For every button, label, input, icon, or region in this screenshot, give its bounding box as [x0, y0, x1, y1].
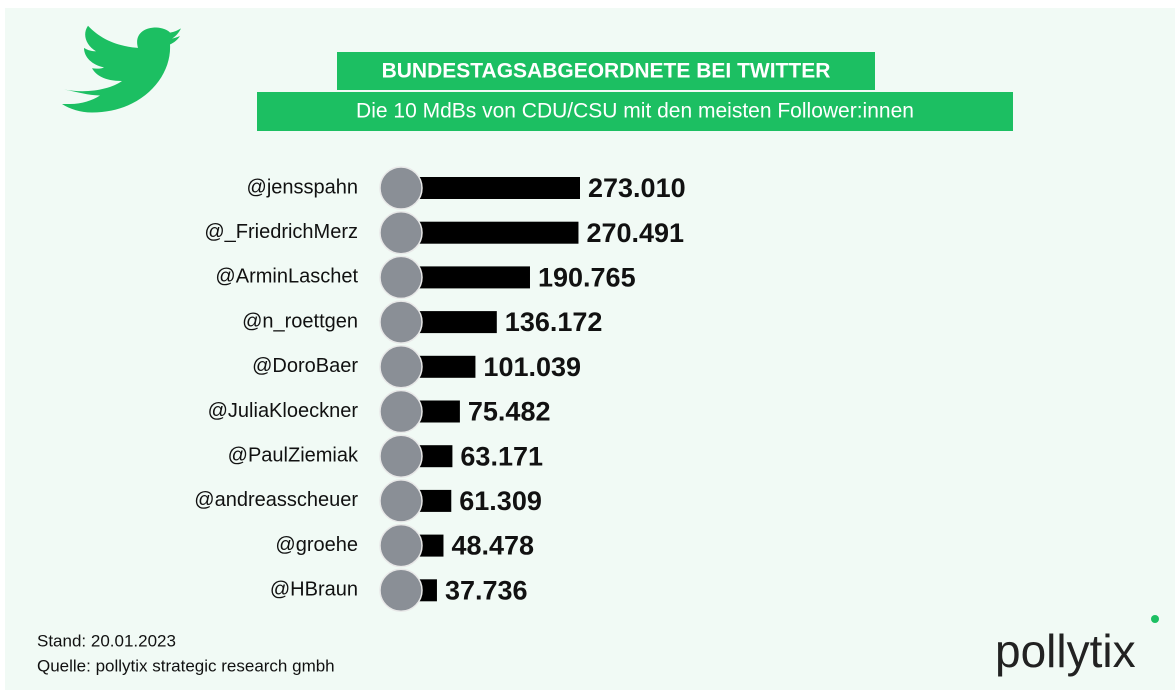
- subtitle-box: [257, 92, 1013, 131]
- bar: [414, 445, 453, 468]
- category-label: @DoroBaer: [252, 355, 358, 377]
- avatar: [379, 255, 423, 300]
- value-label: 136.172: [505, 307, 603, 337]
- bar: [414, 177, 580, 199]
- category-label: @n_roettgen: [242, 310, 358, 332]
- category-label: @andreasscheuer: [194, 489, 358, 511]
- value-label: 63.171: [460, 441, 543, 471]
- value-label: 190.765: [538, 263, 636, 293]
- chart-subtitle: Die 10 MdBs von CDU/CSU mit den meisten …: [356, 100, 914, 123]
- twitter-logo: [62, 25, 181, 113]
- value-label: 270.491: [586, 218, 684, 248]
- footer-date: Stand: 20.01.2023: [37, 631, 176, 650]
- category-label: @PaulZiemiak: [228, 444, 359, 466]
- bar: [414, 221, 579, 244]
- category-label: @_FriedrichMerz: [204, 221, 358, 243]
- avatar: [379, 345, 423, 389]
- avatar: [379, 210, 423, 255]
- value-label: 101.039: [483, 352, 581, 382]
- category-label: @JuliaKloeckner: [208, 400, 359, 422]
- value-label: 61.309: [459, 486, 542, 516]
- bar: [414, 266, 530, 289]
- avatar: [379, 568, 423, 613]
- footer-source: Quelle: pollytix strategic research gmbh: [37, 656, 335, 675]
- title-box: [337, 52, 875, 90]
- category-label: @groehe: [275, 534, 358, 556]
- logo: pollytix: [995, 625, 1136, 677]
- avatar: [379, 479, 423, 523]
- category-label: @jensspahn: [247, 176, 358, 198]
- chart-title: BUNDESTAGSABGEORDNETE BEI TWITTER: [382, 60, 831, 83]
- value-label: 273.010: [588, 173, 686, 203]
- bar: [414, 311, 497, 334]
- avatar: [379, 523, 423, 568]
- avatar: [379, 389, 423, 434]
- bar: [414, 355, 476, 378]
- category-label: @HBraun: [270, 579, 358, 601]
- value-label: 37.736: [445, 575, 528, 605]
- value-label: 48.478: [451, 531, 534, 561]
- bar: [414, 400, 460, 423]
- category-label: @ArminLaschet: [215, 266, 358, 288]
- avatar: [379, 166, 423, 210]
- avatar: [379, 300, 423, 344]
- logo-dot: [1151, 615, 1159, 623]
- avatar: [379, 434, 423, 478]
- value-label: 75.482: [468, 397, 551, 427]
- bar: [414, 489, 452, 512]
